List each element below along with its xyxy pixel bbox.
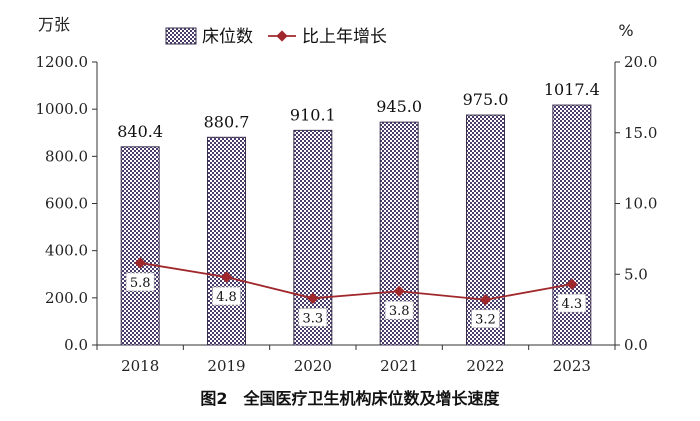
growth-rate-marker — [134, 257, 146, 269]
legend-bar-swatch — [165, 27, 197, 45]
legend-line-marker — [276, 30, 288, 42]
rate-value-label: 3.8 — [389, 304, 410, 319]
growth-rate-marker — [220, 271, 233, 283]
x-tick-label: 2018 — [121, 357, 159, 375]
rate-label-box — [471, 309, 500, 329]
chart-title: 图2 全国医疗卫生机构床位数及增长速度 — [200, 389, 500, 408]
bar-value-label: 975.0 — [463, 90, 509, 109]
left-tick-label: 800.0 — [45, 147, 88, 165]
growth-rate-marker — [479, 294, 492, 306]
left-tick-label: 1200.0 — [36, 53, 89, 71]
right-axis-unit: % — [618, 21, 633, 40]
left-tick-label: 600.0 — [45, 195, 88, 213]
bars-layer: 840.4 880.7 910.1 945.0 975.0 1017.4 — [117, 80, 600, 346]
rate-value-label: 3.3 — [302, 311, 323, 326]
rate-label-box — [212, 286, 241, 306]
rate-label-box — [384, 300, 414, 320]
rate-label-box — [557, 293, 587, 313]
rate-value-label: 3.2 — [475, 313, 496, 328]
rate-label-box — [298, 307, 328, 327]
axes-layer: 0.0 200.0 400.0 600.0 800.0 1000.0 1200.0 0.0 5.… — [36, 53, 658, 375]
bar-value-label: 945.0 — [376, 97, 422, 116]
bar-value-label: 910.1 — [290, 105, 336, 124]
x-tick-label: 2022 — [466, 357, 504, 375]
right-tick-label: 0.0 — [624, 336, 648, 354]
growth-rate-marker — [566, 278, 578, 290]
bar-value-label: 840.4 — [117, 122, 163, 141]
left-tick-label: 0.0 — [64, 336, 88, 354]
right-tick-label: 10.0 — [624, 195, 657, 213]
bar-value-label: 1017.4 — [544, 80, 600, 99]
bar-2018 — [120, 146, 160, 346]
rate-value-label: 4.3 — [561, 297, 582, 312]
growth-rate-line — [140, 262, 572, 301]
left-axis-unit: 万张 — [38, 15, 70, 34]
right-tick-label: 20.0 — [624, 53, 657, 71]
growth-rate-marker — [307, 292, 319, 304]
legend: 床位数 比上年增长 — [165, 27, 387, 47]
growth-rate-marker — [393, 285, 405, 297]
growth-line-layer: 5.8 4.8 3.3 3.8 3.2 4.3 — [125, 257, 587, 329]
rate-label-box — [125, 272, 155, 292]
rate-value-label: 5.8 — [130, 276, 151, 291]
x-tick-label: 2023 — [553, 357, 591, 375]
right-tick-label: 5.0 — [624, 265, 648, 283]
x-tick-label: 2019 — [207, 357, 245, 375]
left-tick-label: 400.0 — [45, 242, 88, 260]
bar-2022 — [466, 114, 505, 346]
rate-value-label: 4.8 — [216, 290, 237, 305]
right-tick-label: 15.0 — [624, 124, 657, 142]
bar-2019 — [207, 136, 246, 346]
x-tick-label: 2020 — [294, 357, 332, 375]
left-tick-label: 1000.0 — [36, 100, 89, 118]
bar-value-label: 880.7 — [204, 112, 250, 131]
legend-bar-label: 床位数 — [202, 27, 253, 47]
x-tick-label: 2021 — [380, 357, 418, 375]
left-tick-label: 200.0 — [45, 289, 88, 307]
legend-line-label: 比上年增长 — [302, 27, 387, 47]
